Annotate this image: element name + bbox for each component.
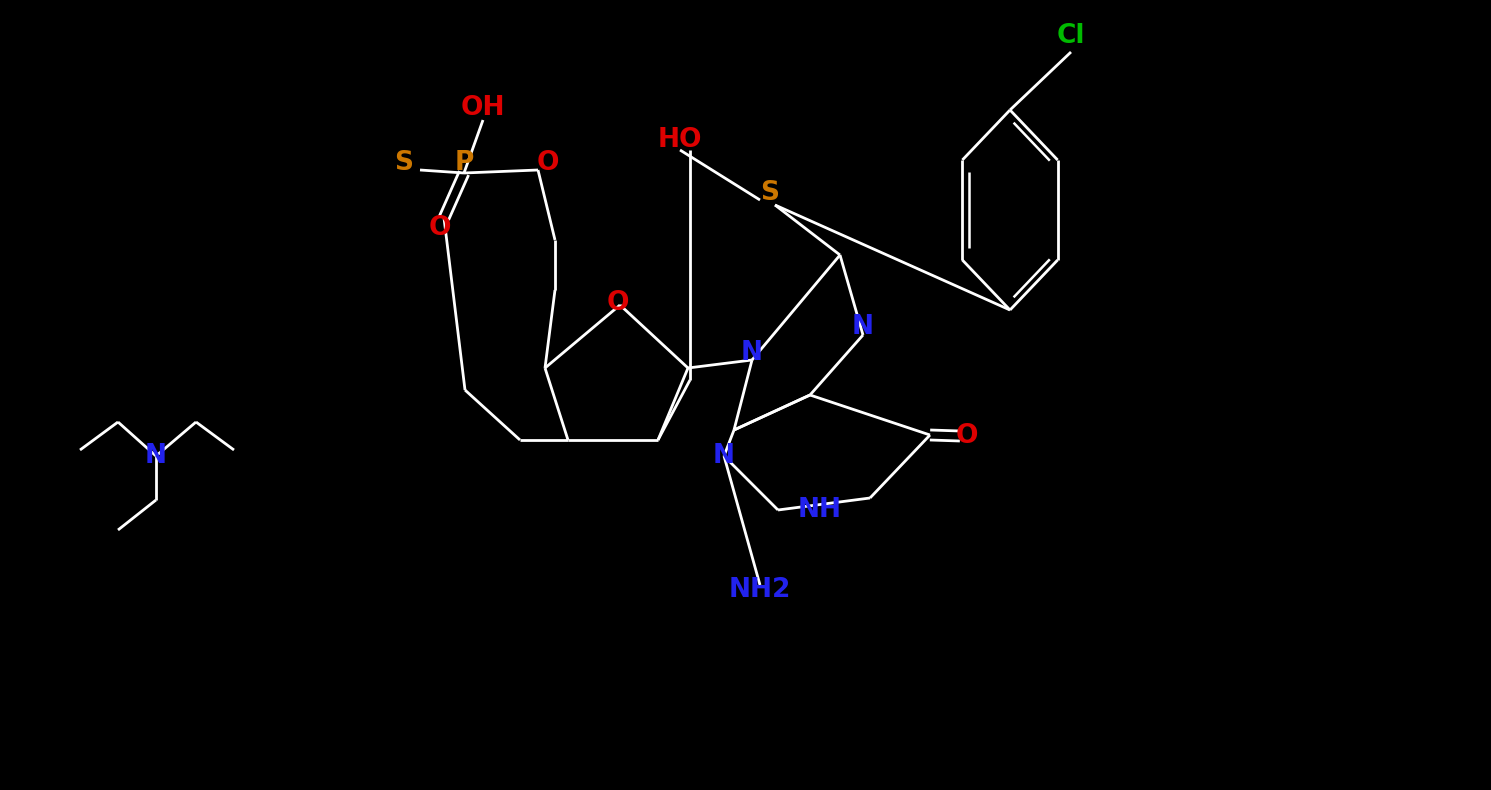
Text: OH: OH	[461, 95, 505, 121]
Text: N: N	[145, 443, 167, 469]
Text: N: N	[851, 314, 874, 340]
Text: O: O	[956, 423, 978, 449]
Text: P: P	[455, 150, 474, 176]
Text: Cl: Cl	[1057, 23, 1085, 49]
Text: O: O	[429, 215, 452, 241]
Text: S: S	[760, 180, 780, 206]
Text: O: O	[537, 150, 559, 176]
Text: HO: HO	[658, 127, 702, 153]
Text: S: S	[395, 150, 413, 176]
Text: NH2: NH2	[729, 577, 792, 603]
Text: N: N	[741, 340, 763, 366]
Text: N: N	[713, 443, 735, 469]
Text: NH: NH	[798, 497, 842, 523]
Text: O: O	[607, 290, 629, 316]
